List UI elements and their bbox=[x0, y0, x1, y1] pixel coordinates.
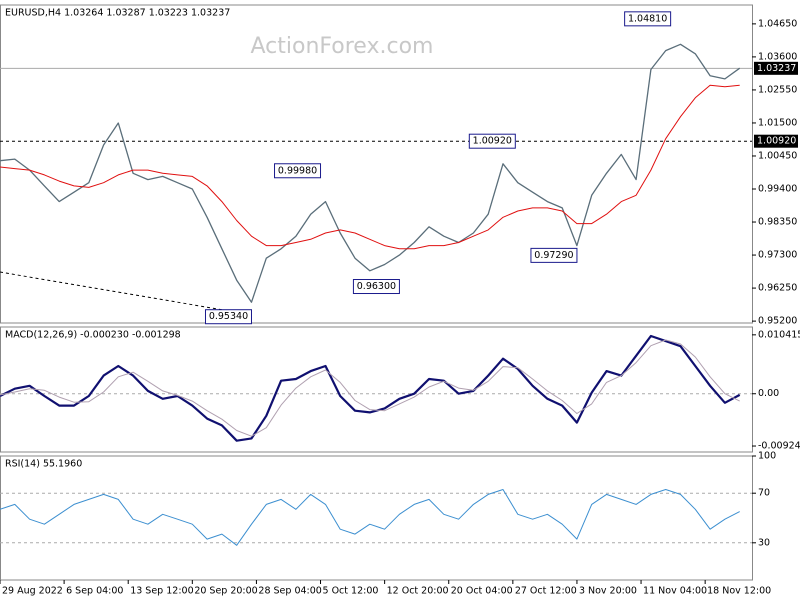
y-tick-label: 30 bbox=[758, 537, 770, 548]
x-tick-label: 28 Sep 04:00 bbox=[258, 586, 321, 597]
panel-title: MACD(12,26,9) -0.000230 -0.001298 bbox=[5, 330, 181, 341]
series-line bbox=[0, 334, 741, 442]
y-tick-label: 70 bbox=[758, 488, 770, 499]
annotation-box bbox=[468, 133, 516, 149]
panel-frame bbox=[0, 326, 753, 453]
x-tick-label: 20 Oct 04:00 bbox=[451, 586, 513, 597]
y-tick-label: 0.010415 bbox=[758, 329, 800, 340]
panel-frame bbox=[0, 455, 753, 581]
y-tick-label: 100 bbox=[758, 451, 776, 462]
x-tick-label: 20 Sep 20:00 bbox=[194, 586, 257, 597]
panel-frame bbox=[0, 4, 753, 324]
series-line bbox=[0, 84, 740, 250]
annotation-box bbox=[352, 279, 400, 295]
y-tick-label: 0.97300 bbox=[758, 250, 797, 261]
x-tick-label: 6 Sep 04:00 bbox=[66, 586, 123, 597]
x-tick-label: 29 Aug 2022 bbox=[2, 586, 63, 597]
annotation-label: 1.00920 bbox=[473, 136, 512, 147]
annotation-label: 0.99980 bbox=[278, 165, 317, 176]
series-line bbox=[0, 339, 740, 437]
annotation-box bbox=[274, 163, 322, 179]
x-tick-label: 13 Sep 12:00 bbox=[130, 586, 193, 597]
price-label: 1.00920 bbox=[757, 136, 796, 147]
annotation-box bbox=[624, 11, 672, 27]
x-tick-label: 12 Oct 20:00 bbox=[387, 586, 449, 597]
y-tick-label: 0.95200 bbox=[758, 316, 797, 327]
price-label: 1.03237 bbox=[757, 63, 796, 74]
y-tick-label: 0.00 bbox=[758, 388, 779, 399]
panel-title: RSI(14) 55.1960 bbox=[5, 459, 82, 470]
watermark: ActionForex.com bbox=[251, 34, 434, 59]
series-line bbox=[0, 489, 740, 546]
price-label-box bbox=[754, 61, 798, 75]
price-label-box bbox=[754, 134, 798, 148]
series-line bbox=[0, 43, 741, 303]
annotation-label: 1.04810 bbox=[628, 13, 667, 24]
y-tick-label: -0.009244 bbox=[758, 441, 800, 452]
y-tick-label: 0.96250 bbox=[758, 283, 797, 294]
y-tick-label: 0.99400 bbox=[758, 184, 797, 195]
y-tick-label: 1.04650 bbox=[758, 18, 797, 29]
annotation-label: 0.95340 bbox=[209, 311, 248, 322]
panel-title: EURUSD,H4 1.03264 1.03287 1.03223 1.0323… bbox=[5, 8, 230, 19]
x-tick-label: 27 Oct 12:00 bbox=[515, 586, 577, 597]
y-tick-label: 0.98350 bbox=[758, 217, 797, 228]
x-tick-label: 5 Oct 12:00 bbox=[323, 586, 379, 597]
x-tick-label: 3 Nov 20:00 bbox=[579, 586, 637, 597]
y-tick-label: 1.02550 bbox=[758, 84, 797, 95]
annotation-label: 0.96300 bbox=[357, 281, 396, 292]
y-tick-label: 1.01500 bbox=[758, 117, 797, 128]
y-tick-label: 1.00450 bbox=[758, 150, 797, 161]
y-tick-label: 1.03600 bbox=[758, 51, 797, 62]
x-tick-label: 11 Nov 04:00 bbox=[643, 586, 707, 597]
annotation-label: 0.97290 bbox=[534, 250, 573, 261]
trendline bbox=[0, 271, 236, 313]
x-tick-label: 18 Nov 12:00 bbox=[707, 586, 771, 597]
annotation-box bbox=[204, 309, 252, 325]
annotation-box bbox=[530, 247, 578, 263]
